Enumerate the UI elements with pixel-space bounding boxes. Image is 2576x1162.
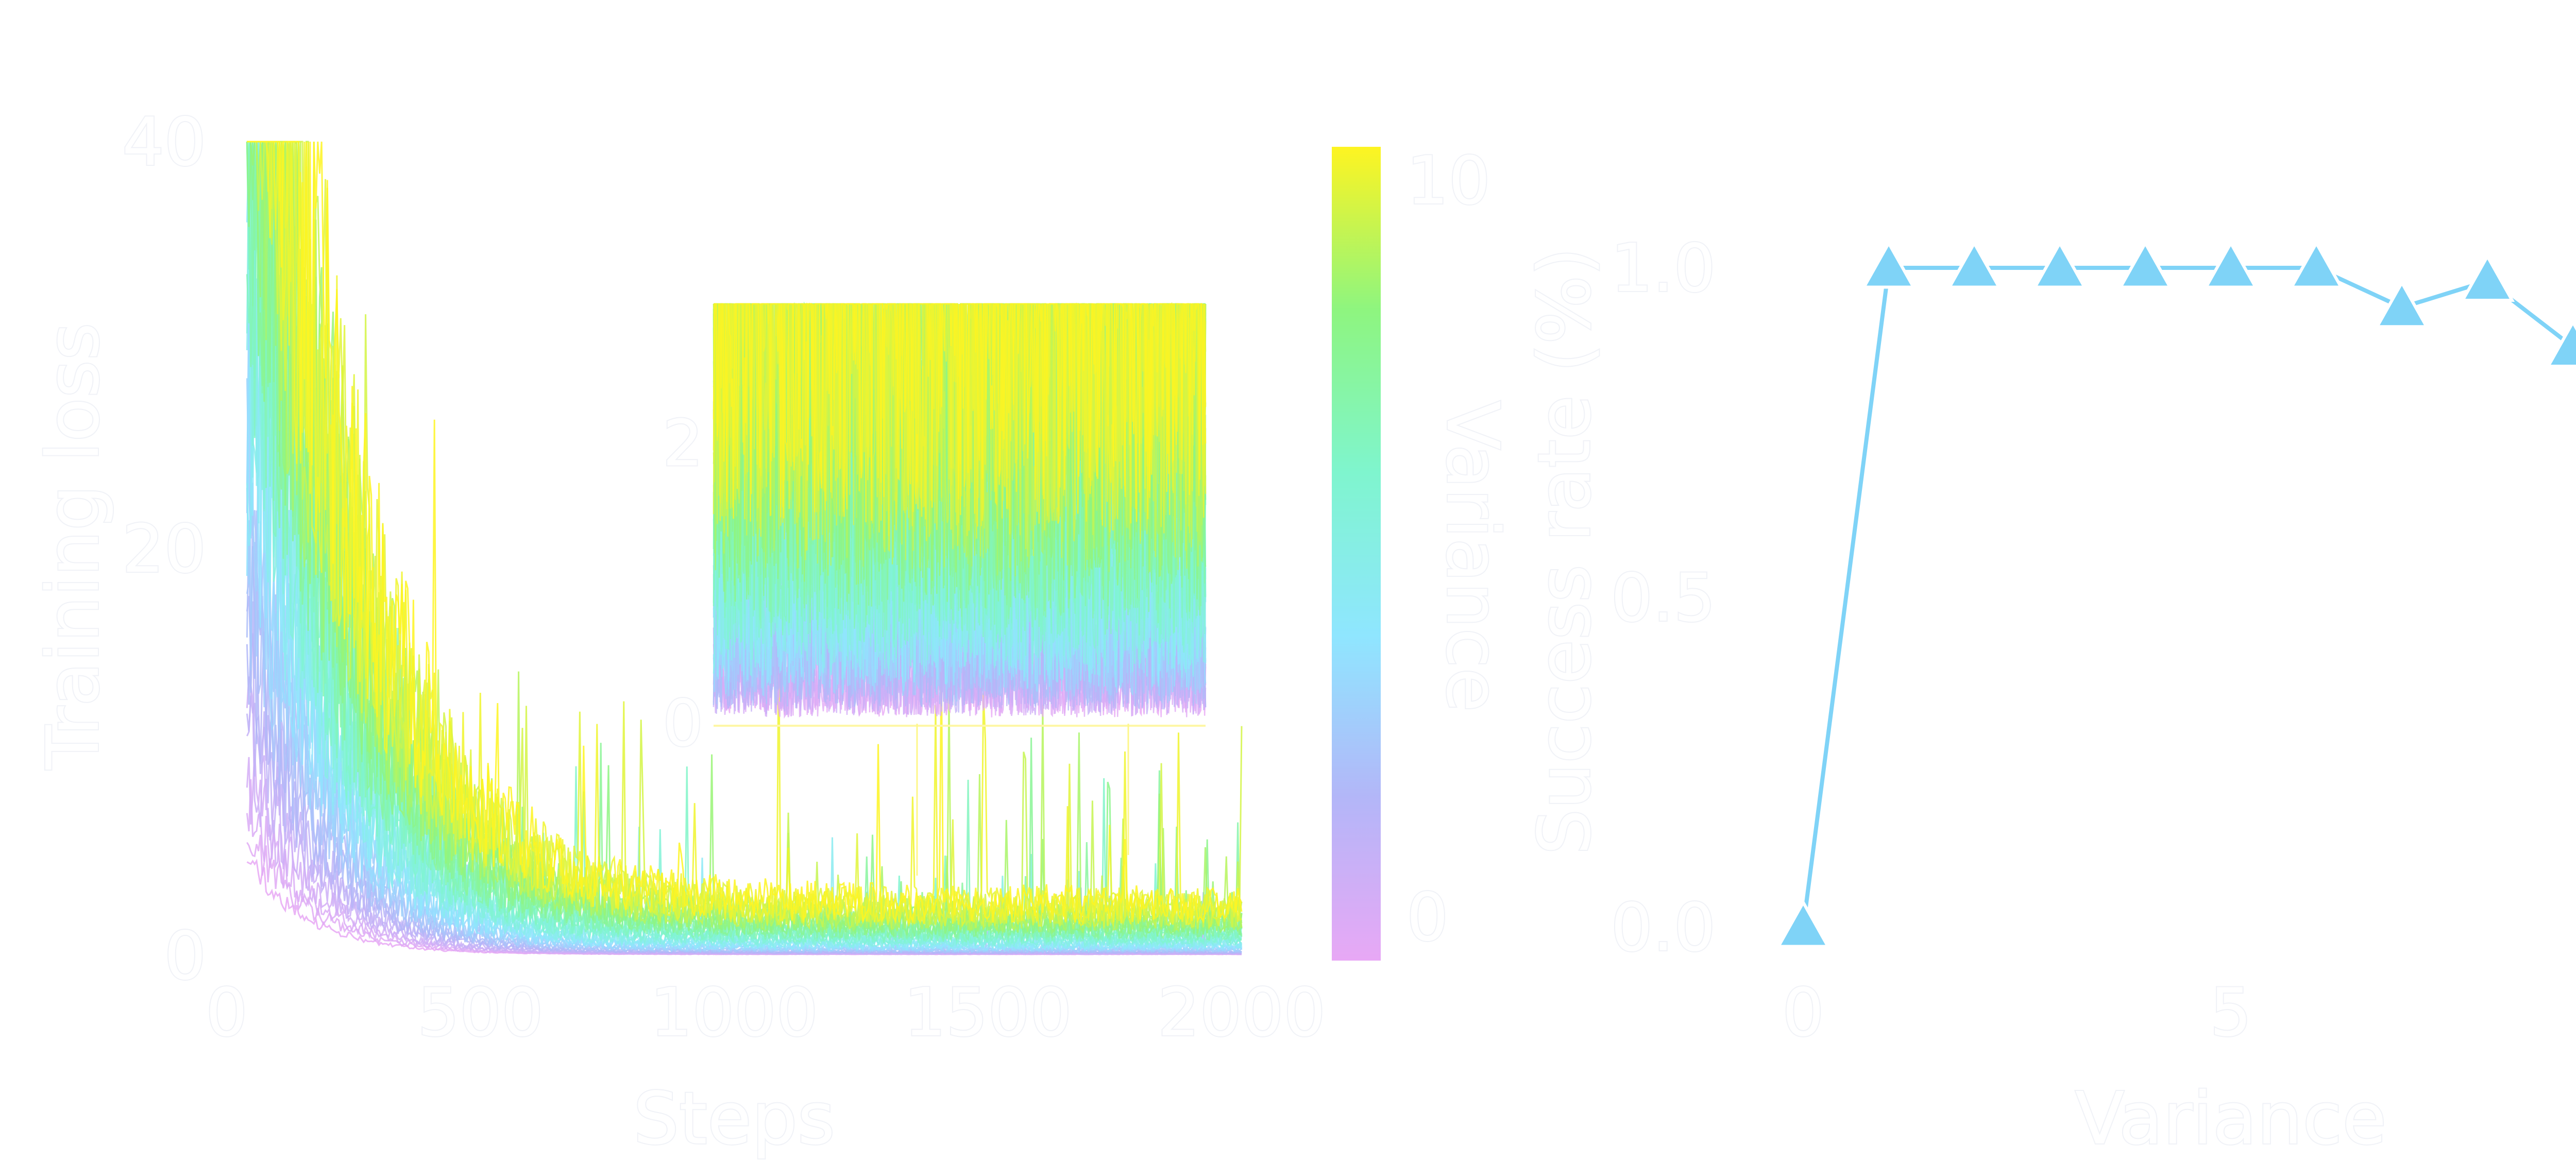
right-y-ticks: 0.0 0.5 1.0 — [1609, 229, 1717, 967]
colorbar-tick-label: 10 — [1406, 143, 1490, 219]
left-x-tick-label: 2000 — [1158, 975, 1326, 1051]
success-rate-line — [1801, 266, 2576, 928]
success-rate-marker — [1775, 899, 1831, 948]
loss-curves — [246, 141, 1243, 955]
right-x-ticks: 0510 — [1781, 973, 2252, 1052]
left-x-tick-label: 500 — [417, 975, 543, 1051]
success-rate-panel: 0510 0.00.51.0 Variance Success rate (%) — [1522, 229, 2576, 1162]
right-y-axis-label: Success rate (%) — [1523, 247, 1607, 855]
right-y-tick-label: 1.0 — [1611, 230, 1716, 307]
success-rate-marker — [1946, 240, 2002, 289]
inset-zoom: 02 — [662, 301, 1207, 876]
right-y-tick-label: 0.0 — [1611, 890, 1716, 966]
success-rate-marker — [2460, 253, 2515, 302]
left-x-axis-label: Steps — [633, 1077, 835, 1161]
left-y-tick-label: 40 — [122, 104, 206, 181]
left-y-ticks: 0 20 40 — [121, 103, 207, 996]
inset-y-ticks: 02 — [662, 406, 704, 762]
left-y-tick-label: 0 — [164, 918, 206, 995]
inset-y-tick-label: 2 — [663, 407, 703, 481]
right-y-tick-label: 0.5 — [1611, 560, 1716, 637]
colorbar-ticks: 0 10 — [1405, 142, 1492, 957]
left-x-tick-label: 1000 — [650, 975, 818, 1051]
success-rate-marker — [2289, 240, 2344, 289]
left-x-tick-label: 1500 — [904, 975, 1072, 1051]
inset-loss-curve — [713, 303, 1207, 522]
success-rate-marker — [2117, 240, 2173, 289]
colorbar: 0 10 Variance — [1332, 142, 1515, 961]
success-rate-marker — [2203, 240, 2259, 289]
success-rate-marker — [2545, 319, 2576, 368]
inset-curves — [713, 301, 1207, 876]
success-rate-marker — [1861, 240, 1917, 289]
inset-y-tick-label: 0 — [663, 687, 703, 761]
colorbar-label: Variance — [1430, 401, 1514, 712]
right-x-tick-label: 5 — [2210, 975, 2251, 1051]
loss-curve — [247, 141, 1243, 924]
success-rate-markers — [1775, 240, 2576, 948]
right-x-axis-label: Variance — [2075, 1077, 2387, 1161]
success-rate-marker — [2374, 279, 2430, 329]
left-y-tick-label: 20 — [122, 511, 206, 588]
left-y-axis-label: Training loss — [31, 322, 115, 770]
colorbar-gradient — [1332, 147, 1381, 961]
success-rate-curve — [1801, 266, 2576, 928]
left-x-ticks: 0 500 1000 1500 2000 — [205, 973, 1327, 1052]
colorbar-tick-label: 0 — [1406, 879, 1448, 956]
right-x-tick-label: 0 — [1782, 975, 1824, 1051]
left-x-tick-label: 0 — [206, 975, 247, 1051]
success-rate-marker — [2032, 240, 2088, 289]
